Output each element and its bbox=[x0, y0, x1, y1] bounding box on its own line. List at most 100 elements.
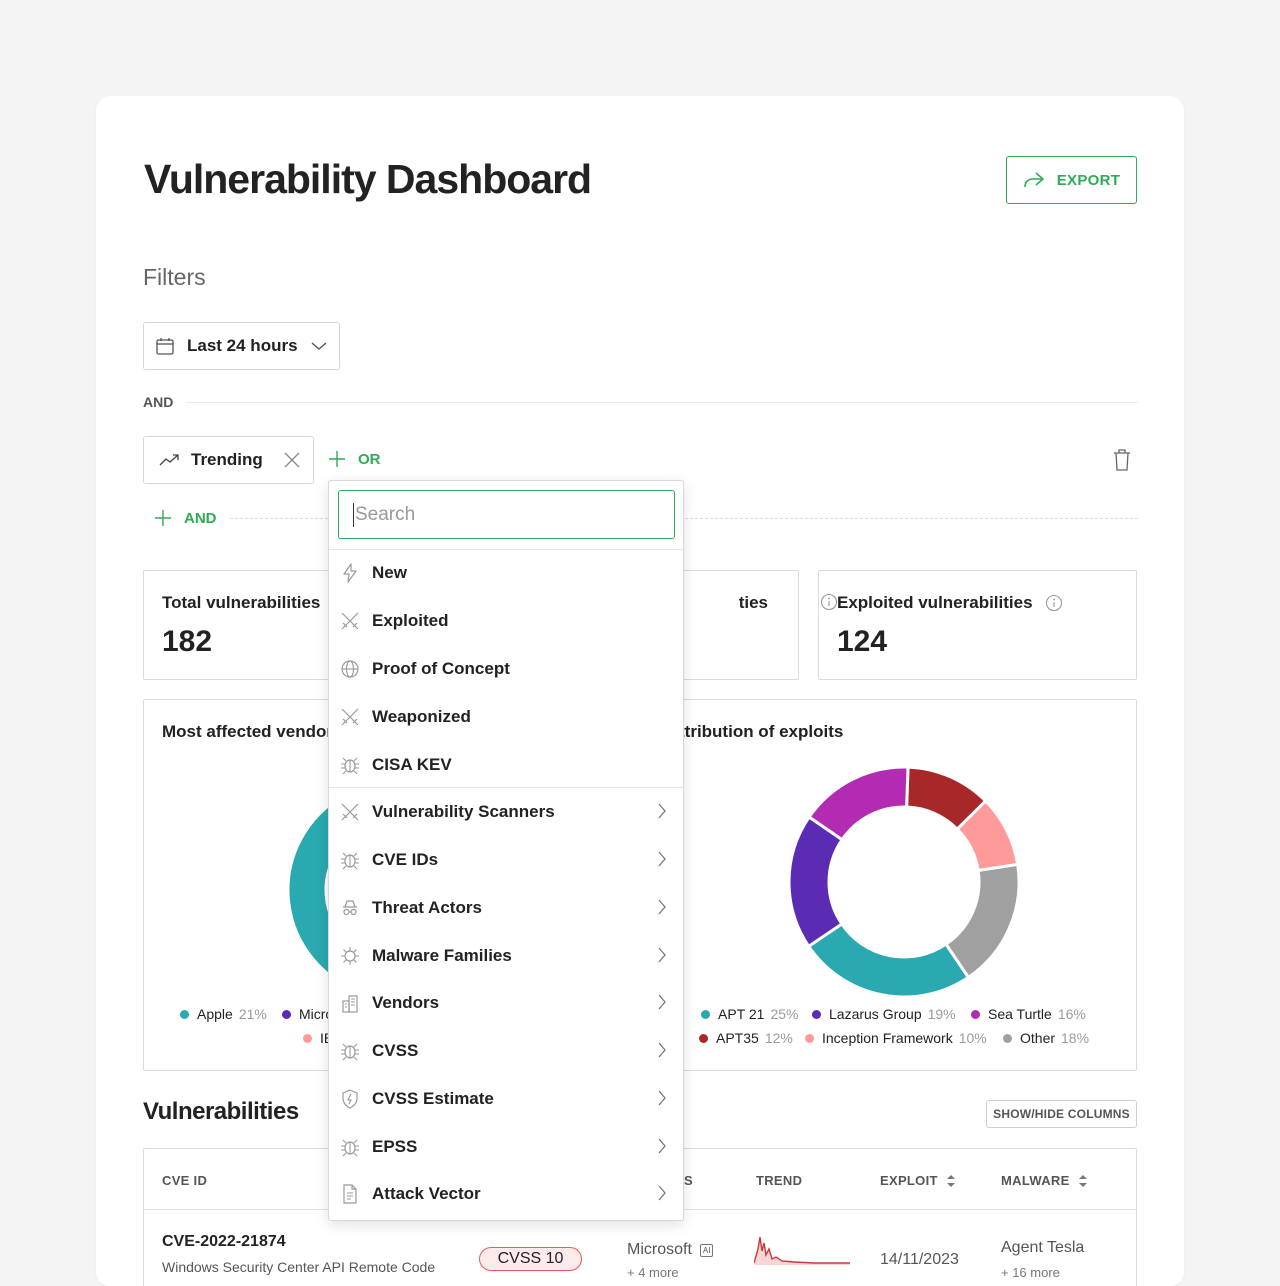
legend-pct: 19% bbox=[927, 1006, 956, 1022]
menu-item-label: Attack Vector bbox=[372, 1183, 481, 1203]
column-header-cve-id[interactable]: CVE ID bbox=[162, 1173, 208, 1188]
export-button[interactable]: EXPORT bbox=[1006, 156, 1137, 204]
malware-more[interactable]: + 16 more bbox=[1001, 1265, 1060, 1280]
filter-dropdown-menu: Search New Exploited Proof of Concept Weapo… bbox=[328, 480, 684, 1221]
column-header-exploit[interactable]: EXPLOIT bbox=[880, 1173, 956, 1188]
menu-item-label: Weaponized bbox=[372, 706, 471, 726]
menu-item-label: Threat Actors bbox=[372, 897, 482, 917]
legend-pct: 25% bbox=[770, 1006, 799, 1022]
shield-icon bbox=[340, 1088, 360, 1109]
column-header-vendors[interactable]: S bbox=[684, 1173, 693, 1188]
legend-pct: 10% bbox=[958, 1030, 987, 1046]
chevron-right-icon bbox=[657, 1089, 667, 1112]
legend-dot bbox=[812, 1009, 821, 1019]
info-icon[interactable] bbox=[1045, 594, 1063, 612]
menu-divider bbox=[329, 549, 683, 550]
calendar-icon bbox=[156, 338, 174, 355]
and-separator-label: AND bbox=[143, 394, 174, 410]
legend-name: Sea Turtle bbox=[988, 1006, 1052, 1022]
swords-icon bbox=[340, 707, 360, 727]
text-caret bbox=[353, 502, 354, 527]
bug-icon bbox=[340, 755, 360, 775]
vulnerabilities-heading: Vulnerabilities bbox=[143, 1098, 299, 1125]
bug-icon bbox=[340, 1137, 360, 1157]
swords-icon bbox=[340, 611, 360, 631]
column-header-malware[interactable]: MALWARE bbox=[1001, 1173, 1088, 1188]
legend-pct: 18% bbox=[1061, 1030, 1090, 1046]
plus-icon bbox=[155, 510, 171, 526]
search-placeholder: Search bbox=[355, 503, 416, 525]
menu-item-exploited[interactable]: Exploited bbox=[329, 597, 683, 644]
exploit-date: 14/11/2023 bbox=[880, 1251, 959, 1268]
menu-item-attack-vector[interactable]: Attack Vector bbox=[329, 1170, 683, 1217]
menu-item-cvss[interactable]: CVSS bbox=[329, 1027, 683, 1074]
legend-name: APT 21 bbox=[718, 1006, 765, 1022]
chart-title-vendors: Most affected vendor bbox=[162, 722, 333, 741]
menu-item-label: Exploited bbox=[372, 610, 449, 630]
dashed-divider bbox=[230, 518, 1138, 519]
legend-name: Micro bbox=[299, 1006, 334, 1022]
legend-dot bbox=[805, 1033, 814, 1043]
page-title: Vulnerability Dashboard bbox=[144, 156, 592, 202]
menu-item-cve-ids[interactable]: CVE IDs bbox=[329, 836, 683, 883]
menu-item-threat-actors[interactable]: Threat Actors bbox=[329, 884, 683, 931]
sort-icon[interactable] bbox=[1078, 1174, 1088, 1188]
trend-sparkline bbox=[754, 1236, 850, 1265]
filters-heading: Filters bbox=[143, 264, 206, 290]
donut-slice-lazarus-group[interactable] bbox=[787, 814, 845, 949]
vendor-cell: Microsoft AI bbox=[627, 1241, 714, 1259]
menu-item-vendors[interactable]: Vendors bbox=[329, 979, 683, 1026]
legend-pct: 21% bbox=[238, 1006, 267, 1022]
chevron-right-icon bbox=[657, 1137, 667, 1160]
trash-icon[interactable] bbox=[1112, 448, 1132, 472]
close-icon[interactable] bbox=[283, 451, 301, 469]
chip-label: Trending bbox=[191, 450, 263, 469]
legend-dot bbox=[1003, 1033, 1012, 1043]
virus-icon bbox=[340, 946, 360, 966]
legend-item: Micro bbox=[282, 1006, 333, 1022]
legend-name: Lazarus Group bbox=[829, 1006, 922, 1022]
menu-item-new[interactable]: New bbox=[329, 549, 683, 596]
chevron-right-icon bbox=[657, 850, 667, 873]
stat-label: ties bbox=[738, 593, 768, 612]
cve-description: Windows Security Center API Remote Code bbox=[162, 1259, 436, 1275]
menu-item-epss[interactable]: EPSS bbox=[329, 1123, 683, 1170]
menu-item-cisa-kev[interactable]: CISA KEV bbox=[329, 741, 683, 788]
menu-item-label: CVE IDs bbox=[372, 849, 439, 869]
chevron-right-icon bbox=[657, 946, 667, 969]
menu-item-weaponized[interactable]: Weaponized bbox=[329, 693, 683, 740]
menu-item-proof-of-concept[interactable]: Proof of Concept bbox=[329, 645, 683, 692]
legend-pct: 16% bbox=[1057, 1006, 1086, 1022]
menu-item-label: CVSS Estimate bbox=[372, 1088, 494, 1108]
legend-item: APT 21 25% bbox=[701, 1006, 798, 1022]
sort-icon[interactable] bbox=[946, 1174, 956, 1188]
add-and-button[interactable]: AND bbox=[154, 509, 217, 527]
plus-icon bbox=[329, 451, 345, 467]
add-or-button[interactable]: OR bbox=[328, 450, 381, 468]
chevron-right-icon bbox=[657, 898, 667, 921]
legend-item: Apple 21% bbox=[180, 1006, 267, 1022]
stat-card-total: Total vulnerabilities 182 bbox=[143, 570, 461, 680]
legend-name: APT35 bbox=[716, 1030, 759, 1046]
info-icon[interactable] bbox=[820, 593, 838, 611]
menu-item-cvss-estimate[interactable]: CVSS Estimate bbox=[329, 1075, 683, 1122]
donut-slice-apt-21[interactable] bbox=[806, 921, 971, 999]
time-range-select[interactable]: Last 24 hours bbox=[143, 322, 340, 370]
chevron-right-icon bbox=[657, 1184, 667, 1207]
vendor-more[interactable]: + 4 more bbox=[627, 1265, 679, 1280]
document-icon bbox=[340, 1183, 360, 1204]
menu-item-label: CISA KEV bbox=[372, 754, 452, 774]
vendor-name: Microsoft bbox=[627, 1241, 692, 1258]
trending-filter-chip[interactable]: Trending bbox=[143, 436, 314, 484]
chart-title-exploits: ttribution of exploits bbox=[679, 722, 844, 741]
menu-item-malware-families[interactable]: Malware Families bbox=[329, 932, 683, 979]
menu-item-vulnerability-scanners[interactable]: Vulnerability Scanners bbox=[329, 788, 683, 835]
charts-card: Most affected vendor ttribution of explo… bbox=[143, 699, 1137, 1071]
cve-id-cell[interactable]: CVE-2022-21874 bbox=[162, 1233, 286, 1250]
show-hide-columns-button[interactable]: SHOW/HIDE COLUMNS bbox=[986, 1100, 1137, 1128]
column-header-trend[interactable]: TREND bbox=[756, 1173, 803, 1188]
search-input[interactable]: Search bbox=[338, 490, 675, 539]
bug-icon bbox=[340, 1041, 360, 1061]
add-and-label: AND bbox=[184, 509, 217, 527]
donut-slice-sea-turtle[interactable] bbox=[807, 765, 910, 842]
